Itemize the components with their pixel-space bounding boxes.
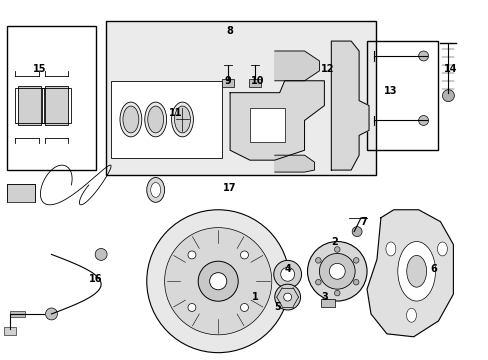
Circle shape	[240, 303, 248, 311]
Text: 12: 12	[320, 64, 333, 74]
Circle shape	[280, 267, 294, 281]
Ellipse shape	[144, 102, 166, 137]
Bar	[15, 88, 44, 123]
Bar	[334, 56, 353, 86]
Circle shape	[273, 260, 301, 288]
Bar	[222, 79, 234, 87]
Bar	[106, 21, 375, 175]
Ellipse shape	[120, 102, 142, 137]
Ellipse shape	[150, 183, 161, 197]
Text: 1: 1	[251, 292, 258, 302]
Circle shape	[351, 227, 361, 237]
Ellipse shape	[406, 308, 416, 322]
Text: 11: 11	[168, 108, 182, 117]
Bar	[111, 81, 222, 158]
Ellipse shape	[406, 255, 426, 287]
Ellipse shape	[171, 102, 193, 137]
Text: 2: 2	[330, 237, 337, 247]
Circle shape	[209, 273, 226, 290]
Circle shape	[334, 291, 339, 296]
Ellipse shape	[147, 106, 163, 133]
Polygon shape	[274, 51, 319, 81]
Text: 5: 5	[274, 302, 281, 312]
Circle shape	[95, 248, 107, 260]
Circle shape	[240, 251, 248, 259]
Bar	[7, 26, 96, 170]
Circle shape	[45, 308, 57, 320]
Circle shape	[418, 116, 427, 125]
Text: 13: 13	[384, 86, 397, 96]
Ellipse shape	[174, 106, 190, 133]
Text: 10: 10	[251, 76, 264, 86]
Text: 3: 3	[320, 292, 327, 302]
Circle shape	[187, 303, 196, 311]
Circle shape	[328, 264, 345, 279]
Text: 7: 7	[360, 217, 366, 227]
Polygon shape	[230, 81, 324, 160]
Bar	[4, 327, 16, 335]
Bar	[45, 86, 68, 125]
Circle shape	[315, 258, 321, 263]
Bar	[248, 79, 260, 87]
Text: 9: 9	[224, 76, 231, 86]
Circle shape	[164, 228, 271, 335]
Ellipse shape	[122, 106, 139, 133]
Polygon shape	[366, 210, 452, 337]
Circle shape	[353, 258, 358, 263]
Text: 16: 16	[89, 274, 102, 284]
Circle shape	[146, 210, 289, 353]
Ellipse shape	[146, 177, 164, 202]
Text: 8: 8	[226, 26, 233, 36]
Bar	[334, 121, 353, 150]
Circle shape	[353, 279, 358, 285]
Circle shape	[187, 251, 196, 259]
Circle shape	[315, 279, 321, 285]
Circle shape	[283, 293, 291, 301]
Circle shape	[418, 51, 427, 61]
Circle shape	[319, 253, 354, 289]
Polygon shape	[331, 41, 368, 170]
Circle shape	[334, 247, 339, 252]
Text: 15: 15	[33, 64, 46, 74]
Circle shape	[274, 284, 300, 310]
Ellipse shape	[437, 242, 447, 256]
Bar	[366, 41, 438, 150]
Text: 14: 14	[443, 64, 456, 74]
Bar	[321, 299, 335, 307]
Bar	[10, 311, 25, 317]
Text: 4: 4	[284, 264, 290, 274]
Bar	[249, 108, 284, 142]
Ellipse shape	[397, 242, 435, 301]
Circle shape	[442, 90, 453, 102]
Ellipse shape	[385, 242, 395, 256]
Bar	[7, 184, 35, 202]
Polygon shape	[274, 155, 314, 172]
Bar	[42, 88, 71, 123]
Circle shape	[198, 261, 238, 301]
Text: 17: 17	[223, 183, 236, 193]
Text: 6: 6	[429, 264, 436, 274]
Bar	[18, 86, 41, 125]
Circle shape	[307, 242, 366, 301]
